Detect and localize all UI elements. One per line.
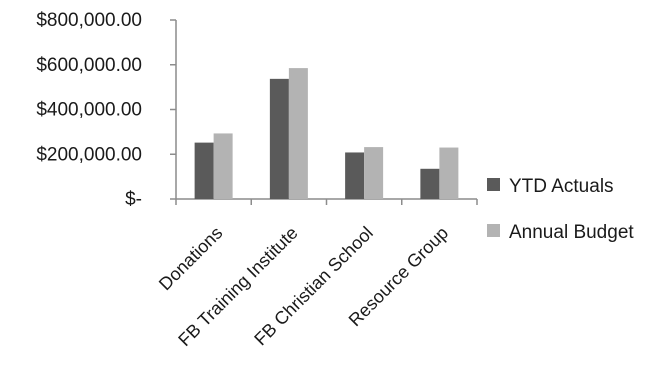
- legend-swatch: [487, 224, 500, 237]
- x-tick-label: Donations: [155, 223, 226, 294]
- legend-label: Annual Budget: [509, 222, 634, 243]
- bar-annual-budget: [439, 147, 459, 199]
- bar-annual-budget: [364, 147, 384, 199]
- y-axis: $- $200,000.00 $400,000.00 $600,000.00 $800,…: [36, 10, 177, 210]
- bar-ytd-actuals: [420, 168, 440, 199]
- legend-label: YTD Actuals: [509, 176, 614, 197]
- y-tick-label: $600,000.00: [36, 55, 142, 76]
- bar-annual-budget: [213, 133, 233, 199]
- y-tick-label: $-: [125, 189, 142, 210]
- legend-swatch: [487, 178, 500, 191]
- legend: YTD Actuals Annual Budget: [487, 176, 634, 243]
- bar-ytd-actuals: [194, 142, 214, 199]
- bar-annual-budget: [288, 68, 308, 199]
- x-axis: [175, 198, 478, 205]
- bars: [194, 68, 459, 199]
- y-tick-label: $400,000.00: [36, 100, 142, 121]
- bar-ytd-actuals: [269, 78, 289, 199]
- y-tick-label: $200,000.00: [36, 144, 142, 165]
- y-tick-label: $800,000.00: [36, 10, 142, 31]
- bar-ytd-actuals: [345, 152, 365, 199]
